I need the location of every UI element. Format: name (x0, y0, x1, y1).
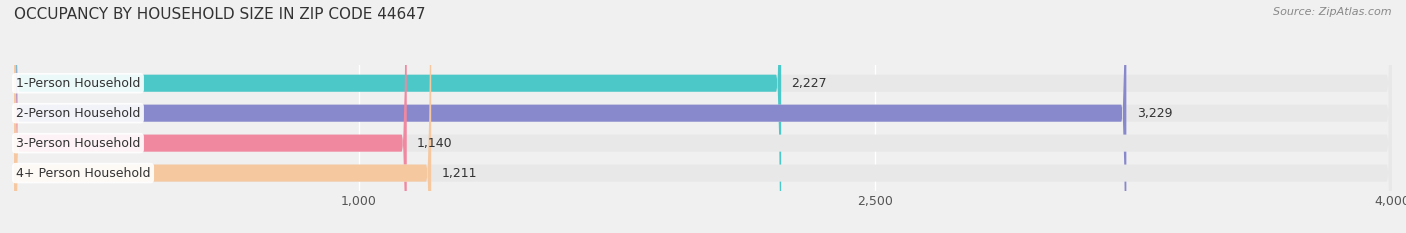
Text: Source: ZipAtlas.com: Source: ZipAtlas.com (1274, 7, 1392, 17)
Text: OCCUPANCY BY HOUSEHOLD SIZE IN ZIP CODE 44647: OCCUPANCY BY HOUSEHOLD SIZE IN ZIP CODE … (14, 7, 426, 22)
FancyBboxPatch shape (14, 0, 432, 233)
FancyBboxPatch shape (14, 0, 1392, 233)
Text: 3-Person Household: 3-Person Household (15, 137, 141, 150)
Text: 3,229: 3,229 (1136, 107, 1173, 120)
FancyBboxPatch shape (14, 0, 1126, 233)
Text: 1-Person Household: 1-Person Household (15, 77, 141, 90)
Text: 2,227: 2,227 (792, 77, 827, 90)
FancyBboxPatch shape (14, 0, 406, 233)
FancyBboxPatch shape (14, 0, 1392, 233)
Text: 1,211: 1,211 (441, 167, 477, 180)
Text: 4+ Person Household: 4+ Person Household (15, 167, 150, 180)
FancyBboxPatch shape (14, 0, 1392, 233)
Text: 2-Person Household: 2-Person Household (15, 107, 141, 120)
FancyBboxPatch shape (14, 0, 1392, 233)
FancyBboxPatch shape (14, 0, 782, 233)
Text: 1,140: 1,140 (418, 137, 453, 150)
